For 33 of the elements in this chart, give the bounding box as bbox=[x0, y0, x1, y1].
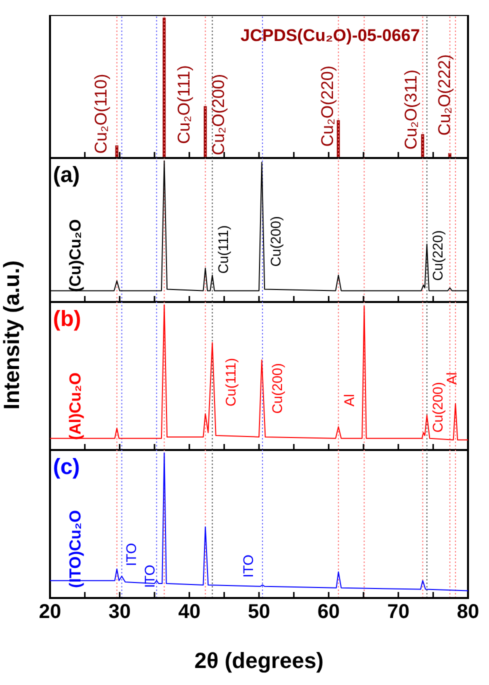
annotation: Cu₂O(200) bbox=[209, 74, 228, 156]
x-tick-label: 60 bbox=[318, 601, 340, 624]
x-axis-title: 2θ (degrees) bbox=[193, 648, 325, 674]
annotation: ITO bbox=[122, 542, 139, 566]
x-tick-label: 40 bbox=[178, 601, 200, 624]
annotation: Cu(200) bbox=[268, 216, 284, 267]
annotation: Cu₂O(220) bbox=[318, 66, 337, 147]
annotation: Cu(220) bbox=[429, 230, 446, 281]
annotation: Cu(111) bbox=[214, 225, 231, 274]
annotation: Cu₂O(311) bbox=[401, 70, 420, 150]
chart-title: (a) bbox=[53, 162, 80, 187]
chart-title: (c) bbox=[53, 454, 80, 479]
x-tick-label: 80 bbox=[456, 601, 480, 624]
annotation: Cu(200) bbox=[429, 382, 446, 433]
x-tick-label: 20 bbox=[38, 601, 62, 624]
annotation: Al bbox=[340, 394, 357, 406]
annotation: Cu(111) bbox=[222, 358, 238, 406]
annotation: Al bbox=[443, 372, 460, 385]
annotation: Cu₂O(111) bbox=[174, 65, 194, 144]
text: (Al)Cu₂O bbox=[68, 372, 84, 440]
annotation: ITO bbox=[240, 554, 256, 578]
annotation: ITO bbox=[142, 564, 158, 588]
annotation: Cu₂O(110) bbox=[91, 74, 110, 154]
y-axis-title: Intensity (a.u.) bbox=[0, 259, 25, 412]
annotation: Cu₂O(222) bbox=[434, 54, 454, 136]
text: (Cu)Cu₂O bbox=[68, 219, 84, 292]
text: JCPDS(Cu₂O)-05-0667 bbox=[240, 26, 420, 45]
text: (ITO)Cu₂O bbox=[68, 510, 84, 588]
x-tick-label: 30 bbox=[108, 601, 131, 624]
chart-title: (b) bbox=[53, 306, 82, 331]
annotation: Cu(200) bbox=[269, 363, 286, 414]
x-tick-label: 70 bbox=[387, 601, 410, 624]
x-tick-label: 50 bbox=[248, 601, 270, 624]
